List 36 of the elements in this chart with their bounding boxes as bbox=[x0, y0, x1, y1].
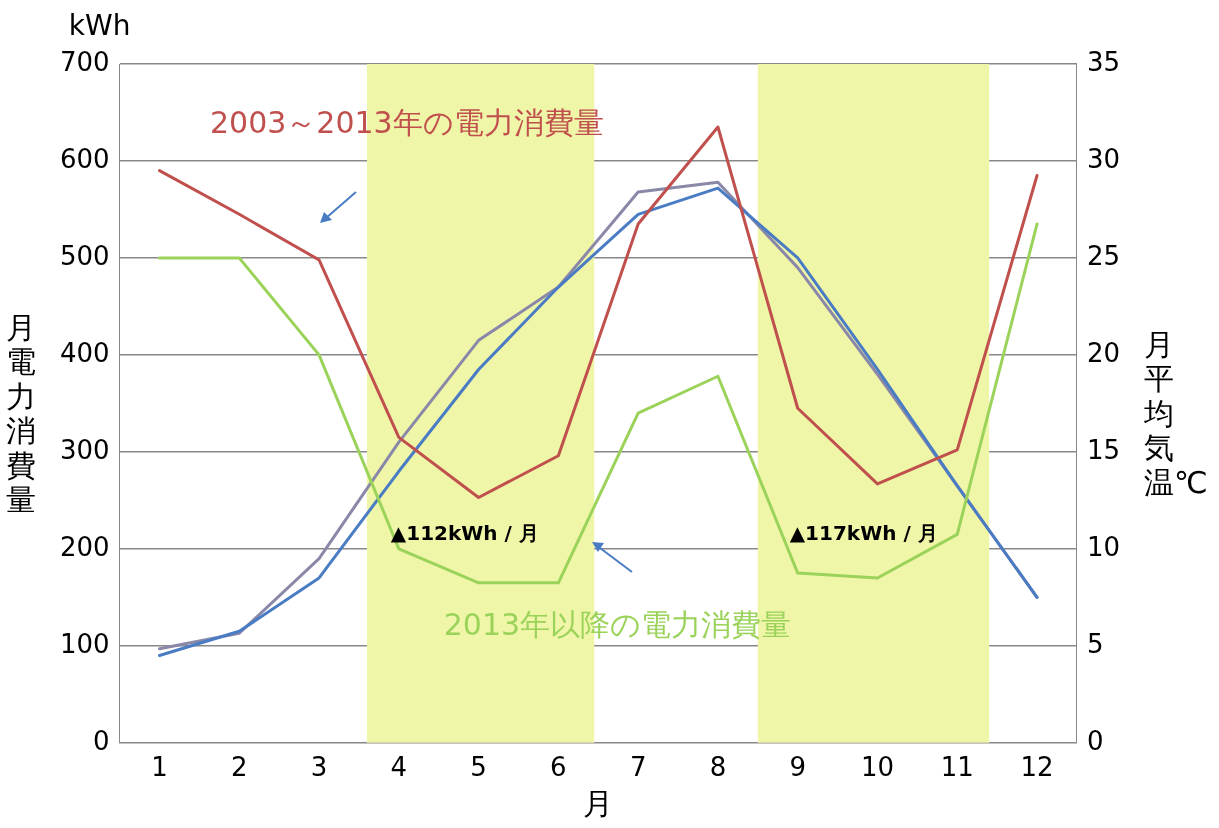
annotation: ▲117kWh / 月 bbox=[789, 520, 938, 545]
x-tick-label: 1 bbox=[151, 752, 168, 783]
series-label: 2003～2013年の電力消費量 bbox=[209, 104, 604, 140]
x-axis-title: 月 bbox=[583, 785, 614, 821]
x-tick-label: 5 bbox=[470, 752, 487, 783]
y2-tick-label: 5 bbox=[1086, 628, 1104, 659]
y2-axis-title: 月平均気温℃ bbox=[1144, 326, 1208, 501]
y-axis-title: 月電力消費量 bbox=[6, 309, 36, 518]
series-label: 2013年以降の電力消費量 bbox=[443, 607, 792, 643]
y2-tick-label: 15 bbox=[1086, 434, 1121, 465]
x-tick-label: 7 bbox=[629, 752, 647, 783]
y2-tick-label: 25 bbox=[1086, 240, 1121, 271]
x-tick-label: 11 bbox=[940, 752, 974, 783]
y2-tick-label: 10 bbox=[1086, 531, 1121, 562]
y-tick-label: 200 bbox=[59, 531, 110, 562]
y-tick-label: 300 bbox=[59, 434, 110, 465]
y-tick-label: 500 bbox=[59, 240, 110, 271]
x-tick-label: 10 bbox=[860, 752, 895, 783]
annotation: ▲112kWh / 月 bbox=[390, 520, 539, 545]
text: kWh bbox=[68, 9, 131, 43]
y2-tick-label: 20 bbox=[1086, 337, 1121, 368]
y-tick-label: 100 bbox=[59, 628, 110, 659]
x-tick-label: 12 bbox=[1020, 752, 1054, 783]
y-tick-label: 0 bbox=[93, 725, 110, 756]
x-tick-label: 4 bbox=[390, 752, 408, 783]
y2-tick-label: 35 bbox=[1086, 46, 1121, 77]
x-tick-label: 6 bbox=[550, 752, 567, 783]
x-tick-label: 2 bbox=[231, 752, 248, 783]
y-tick-label: 600 bbox=[59, 143, 110, 174]
x-tick-label: 8 bbox=[709, 752, 727, 783]
x-tick-label: 3 bbox=[310, 752, 328, 783]
x-tick-label: 9 bbox=[789, 752, 806, 783]
y-tick-label: 700 bbox=[59, 46, 110, 77]
y2-tick-label: 0 bbox=[1086, 725, 1104, 756]
y-tick-label: 400 bbox=[59, 337, 110, 368]
y2-tick-label: 30 bbox=[1086, 143, 1121, 174]
